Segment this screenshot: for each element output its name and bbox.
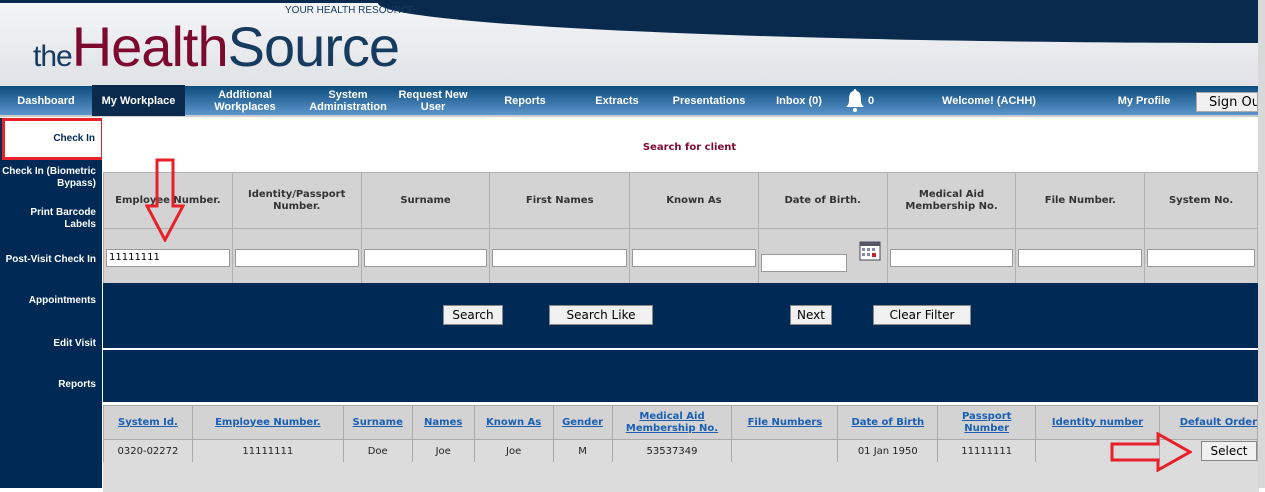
- col-employee-number: Employee Number.: [103, 172, 233, 229]
- cell-medical-aid: 53537349: [611, 439, 733, 463]
- cell-names: Joe: [411, 439, 475, 463]
- bell-icon: [845, 88, 864, 112]
- sidebar-item-edit-visit[interactable]: Edit Visit: [53, 338, 96, 349]
- surname-input[interactable]: [363, 248, 488, 267]
- cell-system-id: 0320-02272: [103, 439, 193, 463]
- nav-presentations[interactable]: Presentations: [672, 94, 746, 107]
- search-table: Employee Number. Identity/Passport Numbe…: [103, 172, 1258, 284]
- cell-surname: Doe: [342, 439, 413, 463]
- results-footer: [103, 462, 1259, 492]
- file-number-input[interactable]: [1018, 248, 1143, 267]
- arrow-right-annotation-icon: [1110, 432, 1192, 472]
- sort-identity-number[interactable]: Identity number: [1051, 416, 1144, 428]
- welcome-text: Welcome! (ACHH): [942, 94, 1036, 107]
- nav-my-workplace[interactable]: My Workplace: [92, 85, 185, 116]
- sidebar-item-check-in[interactable]: Check In: [2, 118, 104, 160]
- cell-passport-number: 11111111: [937, 439, 1037, 463]
- sort-date-of-birth[interactable]: Date of Birth: [851, 416, 925, 428]
- logo-tagline: YOUR HEALTH RESOURCE: [285, 5, 415, 16]
- col-known-as: Known As: [629, 172, 759, 229]
- clear-filter-button[interactable]: Clear Filter: [873, 305, 971, 325]
- cell-known-as: Joe: [473, 439, 554, 463]
- nav-dashboard[interactable]: Dashboard: [17, 94, 75, 107]
- col-system-no: System No.: [1144, 172, 1258, 229]
- header: theHealthSource YOUR HEALTH RESOURCE: [0, 0, 1258, 86]
- sidebar-item-post-visit-check-in[interactable]: Post-Visit Check In: [5, 254, 96, 265]
- button-bar: Search Search Like Next Clear Filter: [103, 283, 1259, 348]
- sidebar-item-reports[interactable]: Reports: [58, 379, 96, 390]
- sort-surname[interactable]: Surname: [352, 416, 403, 428]
- notifications-button[interactable]: 0: [839, 85, 879, 116]
- next-button[interactable]: Next: [790, 305, 832, 325]
- sidebar: Check In Check In (Biometric Bypass) Pri…: [0, 118, 104, 488]
- first-names-input[interactable]: [492, 248, 628, 267]
- nav-additional-workplaces[interactable]: Additional Workplaces: [214, 88, 276, 113]
- sign-out-button[interactable]: Sign Out: [1196, 92, 1258, 112]
- scrollbar[interactable]: [1258, 0, 1265, 488]
- sort-passport-number[interactable]: Passport Number: [961, 410, 1012, 434]
- medical-aid-input[interactable]: [889, 248, 1014, 267]
- select-button[interactable]: Select: [1201, 441, 1257, 461]
- nav-extracts[interactable]: Extracts: [595, 94, 639, 107]
- cell-employee-number: 11111111: [191, 439, 344, 463]
- top-nav: Dashboard My Workplace Additional Workpl…: [0, 85, 1258, 117]
- col-first-names: First Names: [489, 172, 631, 229]
- page-title: Search for client: [642, 142, 737, 153]
- logo-health: Health: [71, 15, 229, 78]
- nav-reports[interactable]: Reports: [504, 94, 546, 107]
- sort-medical-aid[interactable]: Medical Aid Membership No.: [625, 410, 719, 434]
- cell-file-numbers: [731, 439, 839, 463]
- col-identity-passport: Identity/Passport Number.: [231, 172, 362, 229]
- logo-source: Source: [227, 15, 400, 78]
- results-table: System Id. Employee Number. Surname Name…: [103, 405, 1258, 463]
- cell-date-of-birth: 01 Jan 1950: [837, 439, 939, 463]
- search-button[interactable]: Search: [443, 305, 503, 325]
- logo-the: the: [33, 40, 73, 73]
- cell-gender: M: [552, 439, 613, 463]
- header-swoosh: [378, 3, 1258, 43]
- arrow-down-annotation-icon: [145, 158, 185, 242]
- col-date-of-birth: Date of Birth.: [757, 172, 888, 229]
- nav-system-administration[interactable]: System Administration: [309, 88, 387, 113]
- spacer-band: [103, 350, 1259, 402]
- col-surname: Surname: [360, 172, 491, 229]
- table-row: 0320-02272 11111111 Doe Joe Joe M 535373…: [103, 439, 1258, 463]
- sidebar-item-appointments[interactable]: Appointments: [28, 295, 96, 306]
- sort-names[interactable]: Names: [424, 416, 463, 428]
- sort-default-order[interactable]: Default Order: [1179, 416, 1257, 428]
- sort-gender[interactable]: Gender: [562, 416, 604, 428]
- calendar-icon[interactable]: [859, 241, 881, 261]
- sort-known-as[interactable]: Known As: [485, 416, 542, 428]
- nav-request-new-user[interactable]: Request New User: [398, 88, 468, 113]
- search-like-button[interactable]: Search Like: [549, 305, 653, 325]
- sort-file-numbers[interactable]: File Numbers: [747, 416, 823, 428]
- known-as-input[interactable]: [632, 248, 756, 267]
- identity-passport-input[interactable]: [234, 248, 359, 267]
- sidebar-item-print-barcode-labels[interactable]: Print Barcode Labels: [30, 207, 96, 230]
- nav-inbox[interactable]: Inbox (0): [776, 94, 822, 107]
- bell-count: 0: [867, 94, 875, 107]
- sort-employee-number[interactable]: Employee Number.: [215, 416, 321, 428]
- main-content: Search for client Employee Number. Ident…: [102, 118, 1259, 492]
- col-file-number: File Number.: [1015, 172, 1146, 229]
- sort-system-id[interactable]: System Id.: [118, 416, 178, 428]
- col-medical-aid: Medical Aid Membership No.: [886, 172, 1017, 229]
- system-no-input[interactable]: [1147, 248, 1255, 267]
- employee-number-input[interactable]: [106, 248, 230, 267]
- logo: theHealthSource YOUR HEALTH RESOURCE: [33, 5, 415, 91]
- nav-my-profile[interactable]: My Profile: [1117, 94, 1171, 107]
- date-of-birth-input[interactable]: [760, 254, 847, 272]
- sidebar-item-check-in-biometric[interactable]: Check In (Biometric Bypass): [2, 166, 96, 189]
